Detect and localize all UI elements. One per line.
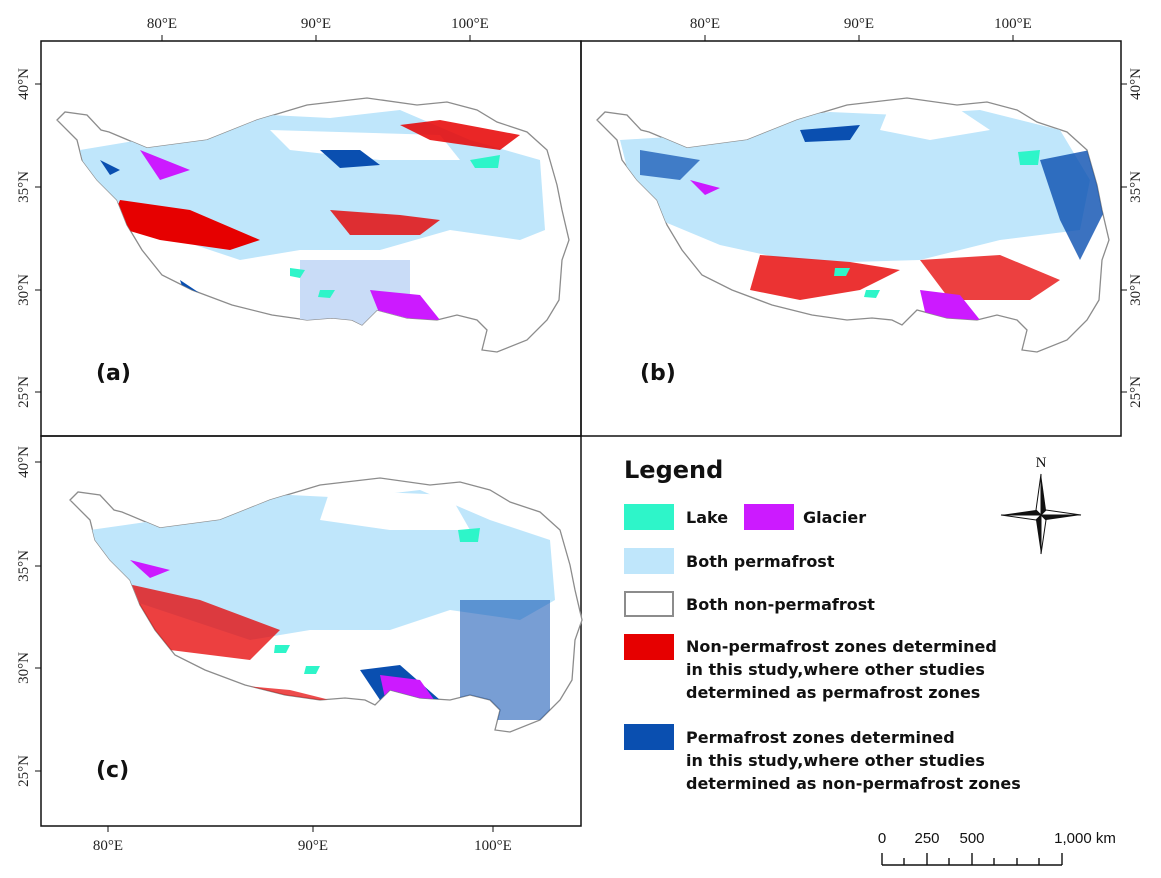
legend: Legend Lake Glacier Both permafrost Both… [624,456,1021,793]
panel-b-ticks: 80°E 90°E 100°E 40°N 35°N 30°N 25°N [690,16,1144,408]
scale-label: 0 [878,830,886,847]
tick-label: 80°E [690,16,720,32]
tick-label: 25°N [16,755,32,787]
panel-a-label: (a) [96,361,131,386]
legend-label-line: in this study,where other studies [686,660,985,679]
panel-b-map [596,97,1110,353]
panel-c-frame [40,435,582,827]
legend-title: Legend [624,456,723,484]
legend-label-line: determined as permafrost zones [686,683,980,702]
tick-label: 40°N [16,68,32,100]
tick-label: 80°E [147,16,177,32]
scale-label: 500 [959,830,984,847]
legend-swatch-non-permafrost-this-study [624,634,674,660]
scale-label: 1,000 km [1054,830,1116,847]
tick-label: 25°N [16,376,32,408]
tick-label: 35°N [1128,171,1144,203]
legend-label-line: in this study,where other studies [686,751,985,770]
north-label: N [1036,455,1047,471]
tick-label: 40°N [16,446,32,478]
north-arrow-icon: N [1000,455,1082,555]
panel-c-ticks: 80°E 90°E 100°E 40°N 35°N 30°N 25°N [16,446,512,854]
tick-label: 90°E [844,16,874,32]
tick-label: 100°E [474,838,512,854]
panel-a-ticks: 80°E 90°E 100°E 40°N 35°N 30°N 25°N [16,16,489,408]
tick-label: 40°N [1128,68,1144,100]
tick-label: 25°N [1128,376,1144,408]
tick-label: 80°E [93,838,123,854]
legend-swatch-lake [624,504,674,530]
legend-label-both-permafrost: Both permafrost [686,552,835,571]
tick-label: 30°N [16,274,32,306]
scale-bar: 0 250 500 1,000 km [878,830,1116,866]
tick-label: 30°N [16,652,32,684]
tick-label: 35°N [16,550,32,582]
legend-label-line: Non-permafrost zones determined [686,637,997,656]
legend-label-glacier: Glacier [803,508,866,527]
legend-label-line: determined as non-permafrost zones [686,774,1021,793]
scale-label: 250 [914,830,939,847]
legend-label-both-non-permafrost: Both non-permafrost [686,595,875,614]
panel-c-map [69,477,583,733]
tick-label: 90°E [298,838,328,854]
panel-a-map [56,97,570,353]
legend-swatch-permafrost-this-study [624,724,674,750]
tick-label: 30°N [1128,274,1144,306]
tick-label: 90°E [301,16,331,32]
legend-swatch-both-non-permafrost [624,591,674,617]
panel-c-label: (c) [96,758,129,783]
tick-label: 100°E [994,16,1032,32]
tick-label: 35°N [16,171,32,203]
legend-swatch-both-permafrost [624,548,674,574]
legend-swatch-glacier [744,504,794,530]
tick-label: 100°E [451,16,489,32]
legend-label-lake: Lake [686,508,728,527]
legend-label-line: Permafrost zones determined [686,728,955,747]
panel-b-label: (b) [640,361,676,386]
panel-b-frame [580,40,1122,437]
